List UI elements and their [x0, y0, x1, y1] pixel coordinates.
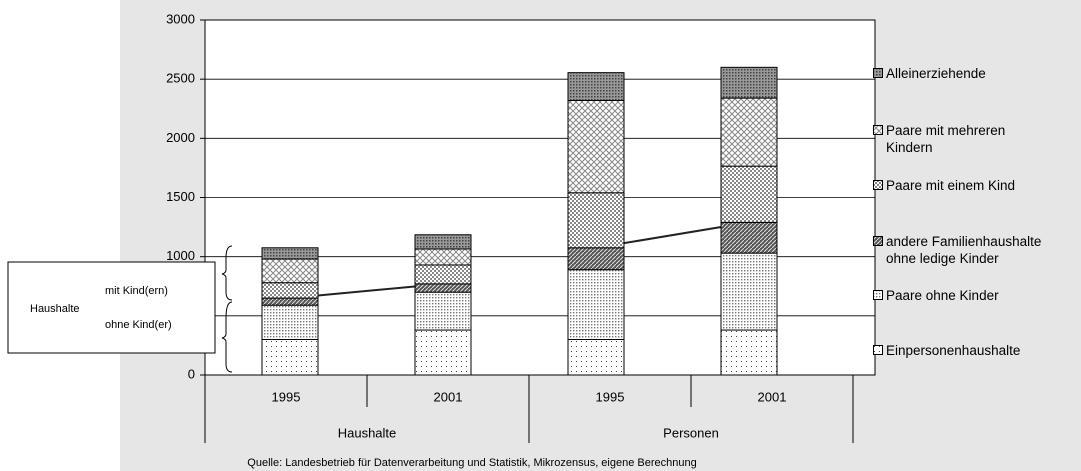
- source: Quelle: Landesbetrieb für Datenverarbeit…: [247, 457, 696, 469]
- bar-segment: [567, 247, 625, 271]
- bar-segment: [261, 304, 319, 340]
- bar-segment: [414, 291, 472, 331]
- legend-label: Alleinerziehende: [886, 66, 986, 81]
- legend-label: Paare mit einem Kind: [886, 178, 1016, 193]
- legend-label: andere Familienhaushalte ohne ledige Kin…: [886, 234, 1042, 266]
- legend-item: Einpersonenhaushalte: [873, 342, 1051, 359]
- bar-segment: [414, 283, 472, 293]
- annotation-box: [7, 261, 216, 354]
- bar-segment: [414, 248, 472, 266]
- legend-item: Paare mit mehreren Kindern: [873, 122, 1051, 156]
- legend-swatch: [873, 290, 883, 300]
- legend-swatch: [873, 68, 883, 78]
- legend-label: Paare ohne Kinder: [886, 288, 999, 303]
- legend-swatch: [873, 236, 883, 246]
- y-tick-label: 3000: [166, 11, 195, 26]
- legend-swatch: [873, 345, 883, 355]
- bar-segment: [261, 297, 319, 306]
- x-tick-label: 1995: [596, 389, 625, 404]
- legend-label: Paare mit mehreren Kindern: [886, 123, 1006, 155]
- legend-swatch-rect: [873, 236, 883, 246]
- legend-swatch-rect: [873, 180, 883, 190]
- bar-segment: [261, 247, 319, 260]
- x-tick-label: 1995: [272, 389, 301, 404]
- legend-swatch-rect: [873, 290, 883, 300]
- group-label: Personen: [663, 425, 719, 440]
- legend-swatch: [873, 180, 883, 190]
- y-tick-label: 0: [188, 366, 195, 381]
- bar-segment: [414, 234, 472, 250]
- x-tick-label: 2001: [434, 389, 463, 404]
- annotation-title: Haushalte: [30, 303, 80, 315]
- bar-segment: [261, 282, 319, 299]
- legend-swatch-rect: [873, 345, 883, 355]
- legend-item: andere Familienhaushalte ohne ledige Kin…: [873, 233, 1051, 267]
- y-tick-label: 2500: [166, 71, 195, 86]
- legend-item: Paare mit einem Kind: [873, 177, 1051, 194]
- bar-segment: [414, 264, 472, 285]
- bar-segment: [567, 339, 625, 376]
- legend-swatch-rect: [873, 125, 883, 135]
- y-tick-label: 1000: [166, 248, 195, 263]
- brace: [221, 301, 233, 373]
- bar-segment: [261, 339, 319, 376]
- legend-label: Einpersonenhaushalte: [886, 343, 1021, 358]
- legend-swatch-rect: [873, 68, 883, 78]
- legend-item: Alleinerziehende: [873, 65, 1051, 82]
- legend-item: Paare ohne Kinder: [873, 287, 1051, 304]
- x-tick-label: 2001: [758, 389, 787, 404]
- legend-swatch: [873, 125, 883, 135]
- bar-segment: [720, 329, 778, 376]
- bar-segment: [567, 99, 625, 194]
- bar-segment: [414, 329, 472, 376]
- y-tick-label: 1500: [166, 189, 195, 204]
- bar-segment: [261, 258, 319, 284]
- annotation-upper: mit Kind(ern): [105, 285, 168, 297]
- bar-segment: [720, 165, 778, 223]
- bar-segment: [720, 66, 778, 99]
- bar-segment: [720, 221, 778, 254]
- bar-segment: [720, 252, 778, 331]
- bar-segment: [567, 72, 625, 101]
- bar-segment: [567, 192, 625, 249]
- group-label: Haushalte: [338, 425, 397, 440]
- y-tick-label: 2000: [166, 130, 195, 145]
- brace: [221, 245, 233, 301]
- bar-segment: [567, 269, 625, 340]
- annotation-lower: ohne Kind(er): [105, 319, 172, 331]
- bar-segment: [720, 97, 778, 167]
